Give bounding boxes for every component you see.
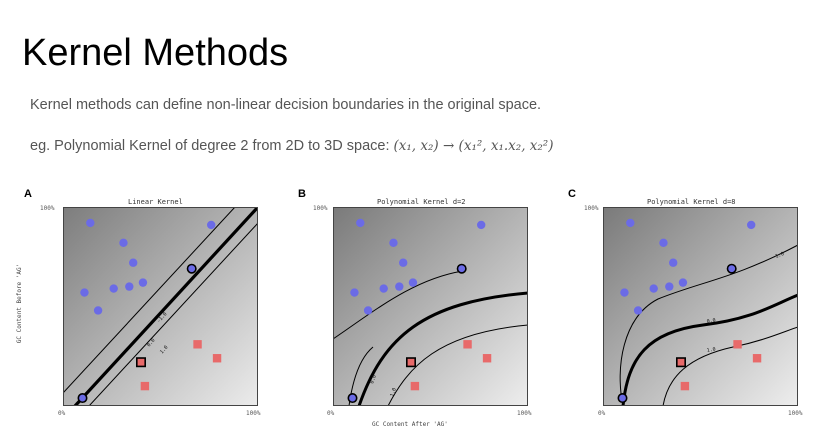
class-square-point (463, 340, 472, 349)
panel-c-x-max: 100% (788, 410, 803, 417)
panel-b-title: Polynomial Kernel d=2 (377, 198, 466, 206)
contour-label: -1.0 (772, 251, 785, 261)
panel-a-y-top: 100% (40, 205, 55, 212)
class-square-point (752, 354, 762, 363)
contour-label: 0.0 (146, 338, 157, 349)
class-circle-point (669, 258, 678, 267)
support-vector-circle-point (456, 263, 467, 274)
contour-label: 1.0 (706, 346, 716, 353)
slide-text-line2: eg. Polynomial Kernel of degree 2 from 2… (30, 138, 553, 154)
class-square-point (482, 354, 492, 363)
support-vector-square-point (406, 357, 417, 368)
panel-c-y-top: 100% (584, 205, 599, 212)
decision-contour-boundary-0 (73, 207, 258, 406)
panel-a-letter: A (24, 188, 32, 200)
panel-b-y-top: 100% (313, 205, 328, 212)
panel-c-plot: -1.0 0.0 1.0 (603, 207, 798, 406)
class-circle-point (207, 220, 216, 230)
class-circle-point (350, 288, 359, 297)
class-circle-point (109, 284, 118, 293)
plot-background (603, 207, 798, 406)
support-vector-square-point (136, 357, 147, 368)
panel-b-x-max: 100% (517, 410, 532, 417)
panel-b-x-min: 0% (327, 410, 335, 417)
class-circle-point (633, 306, 643, 315)
decision-contour-margin-pos (88, 222, 258, 406)
class-circle-point (408, 278, 418, 287)
class-circle-point (747, 220, 756, 230)
decision-contour-boundary-0 (621, 293, 798, 406)
class-circle-point (665, 282, 674, 291)
class-circle-point (80, 288, 89, 297)
plot-background (333, 207, 528, 406)
decision-contour-margin-pos (662, 326, 798, 406)
panel-a-title: Linear Kernel (128, 198, 183, 206)
class-circle-point (395, 282, 404, 291)
panel-b-plot: 0.0 1.0 (333, 207, 528, 406)
class-circle-point (678, 278, 688, 287)
panel-b-letter: B (298, 188, 306, 200)
y-axis-label: GC Content Before 'AG' (16, 263, 24, 344)
class-circle-point (129, 258, 138, 267)
support-vector-circle-point (186, 263, 197, 274)
class-square-point (410, 381, 420, 391)
class-circle-point (138, 278, 148, 287)
support-vector-circle-point (726, 263, 737, 274)
class-circle-point (399, 258, 408, 267)
plot-frame (333, 207, 528, 406)
class-square-point (680, 381, 690, 391)
x-axis-label: GC Content After 'AG' (372, 421, 448, 428)
class-circle-point (626, 218, 635, 228)
line2-prefix: eg. Polynomial Kernel of degree 2 from 2… (30, 138, 394, 154)
class-circle-point (659, 238, 668, 248)
class-square-point (193, 340, 202, 349)
slide-title: Kernel Methods (22, 32, 289, 74)
support-vector-circle-point (347, 393, 358, 404)
class-circle-point (119, 238, 128, 248)
contour-label: 0.0 (706, 317, 716, 324)
class-square-point (140, 381, 150, 391)
panel-a-x-min: 0% (58, 410, 66, 417)
contour-label: 0.0 (369, 374, 378, 385)
class-square-point (733, 340, 742, 349)
support-vector-square-point (676, 357, 687, 368)
decision-contour-boundary-0 (357, 291, 528, 406)
decision-contour-margin-neg (333, 270, 464, 340)
class-circle-point (649, 284, 658, 293)
panel-a-x-max: 100% (246, 410, 261, 417)
class-circle-point (356, 218, 365, 228)
slide-text-line1: Kernel methods can define non-linear dec… (30, 97, 542, 113)
class-circle-point (93, 306, 103, 315)
class-circle-point (86, 218, 95, 228)
plot-frame (63, 207, 258, 406)
panel-c-letter: C (568, 188, 576, 200)
class-circle-point (379, 284, 388, 293)
decision-contour-margin-pos (387, 324, 528, 406)
plot-frame (603, 207, 798, 406)
decision-contour-margin-neg (63, 207, 236, 394)
panel-c-title: Polynomial Kernel d=8 (647, 198, 736, 206)
support-vector-circle-point (617, 393, 628, 404)
support-vector-circle-point (77, 393, 88, 404)
class-circle-point (620, 288, 629, 297)
panel-c-x-min: 0% (598, 410, 606, 417)
line2-formula: (x₁, x₂) → (x₁², x₁.x₂, x₂²) (393, 138, 554, 154)
class-circle-point (389, 238, 398, 248)
panel-a-plot: -1.00.01.0 (63, 207, 258, 406)
decision-contour-margin-neg (619, 244, 798, 406)
contour-label: 1.0 (389, 387, 398, 398)
class-circle-point (363, 306, 373, 315)
class-square-point (212, 354, 222, 363)
class-circle-point (125, 282, 134, 291)
class-circle-point (477, 220, 486, 230)
contour-label: 1.0 (159, 345, 170, 356)
